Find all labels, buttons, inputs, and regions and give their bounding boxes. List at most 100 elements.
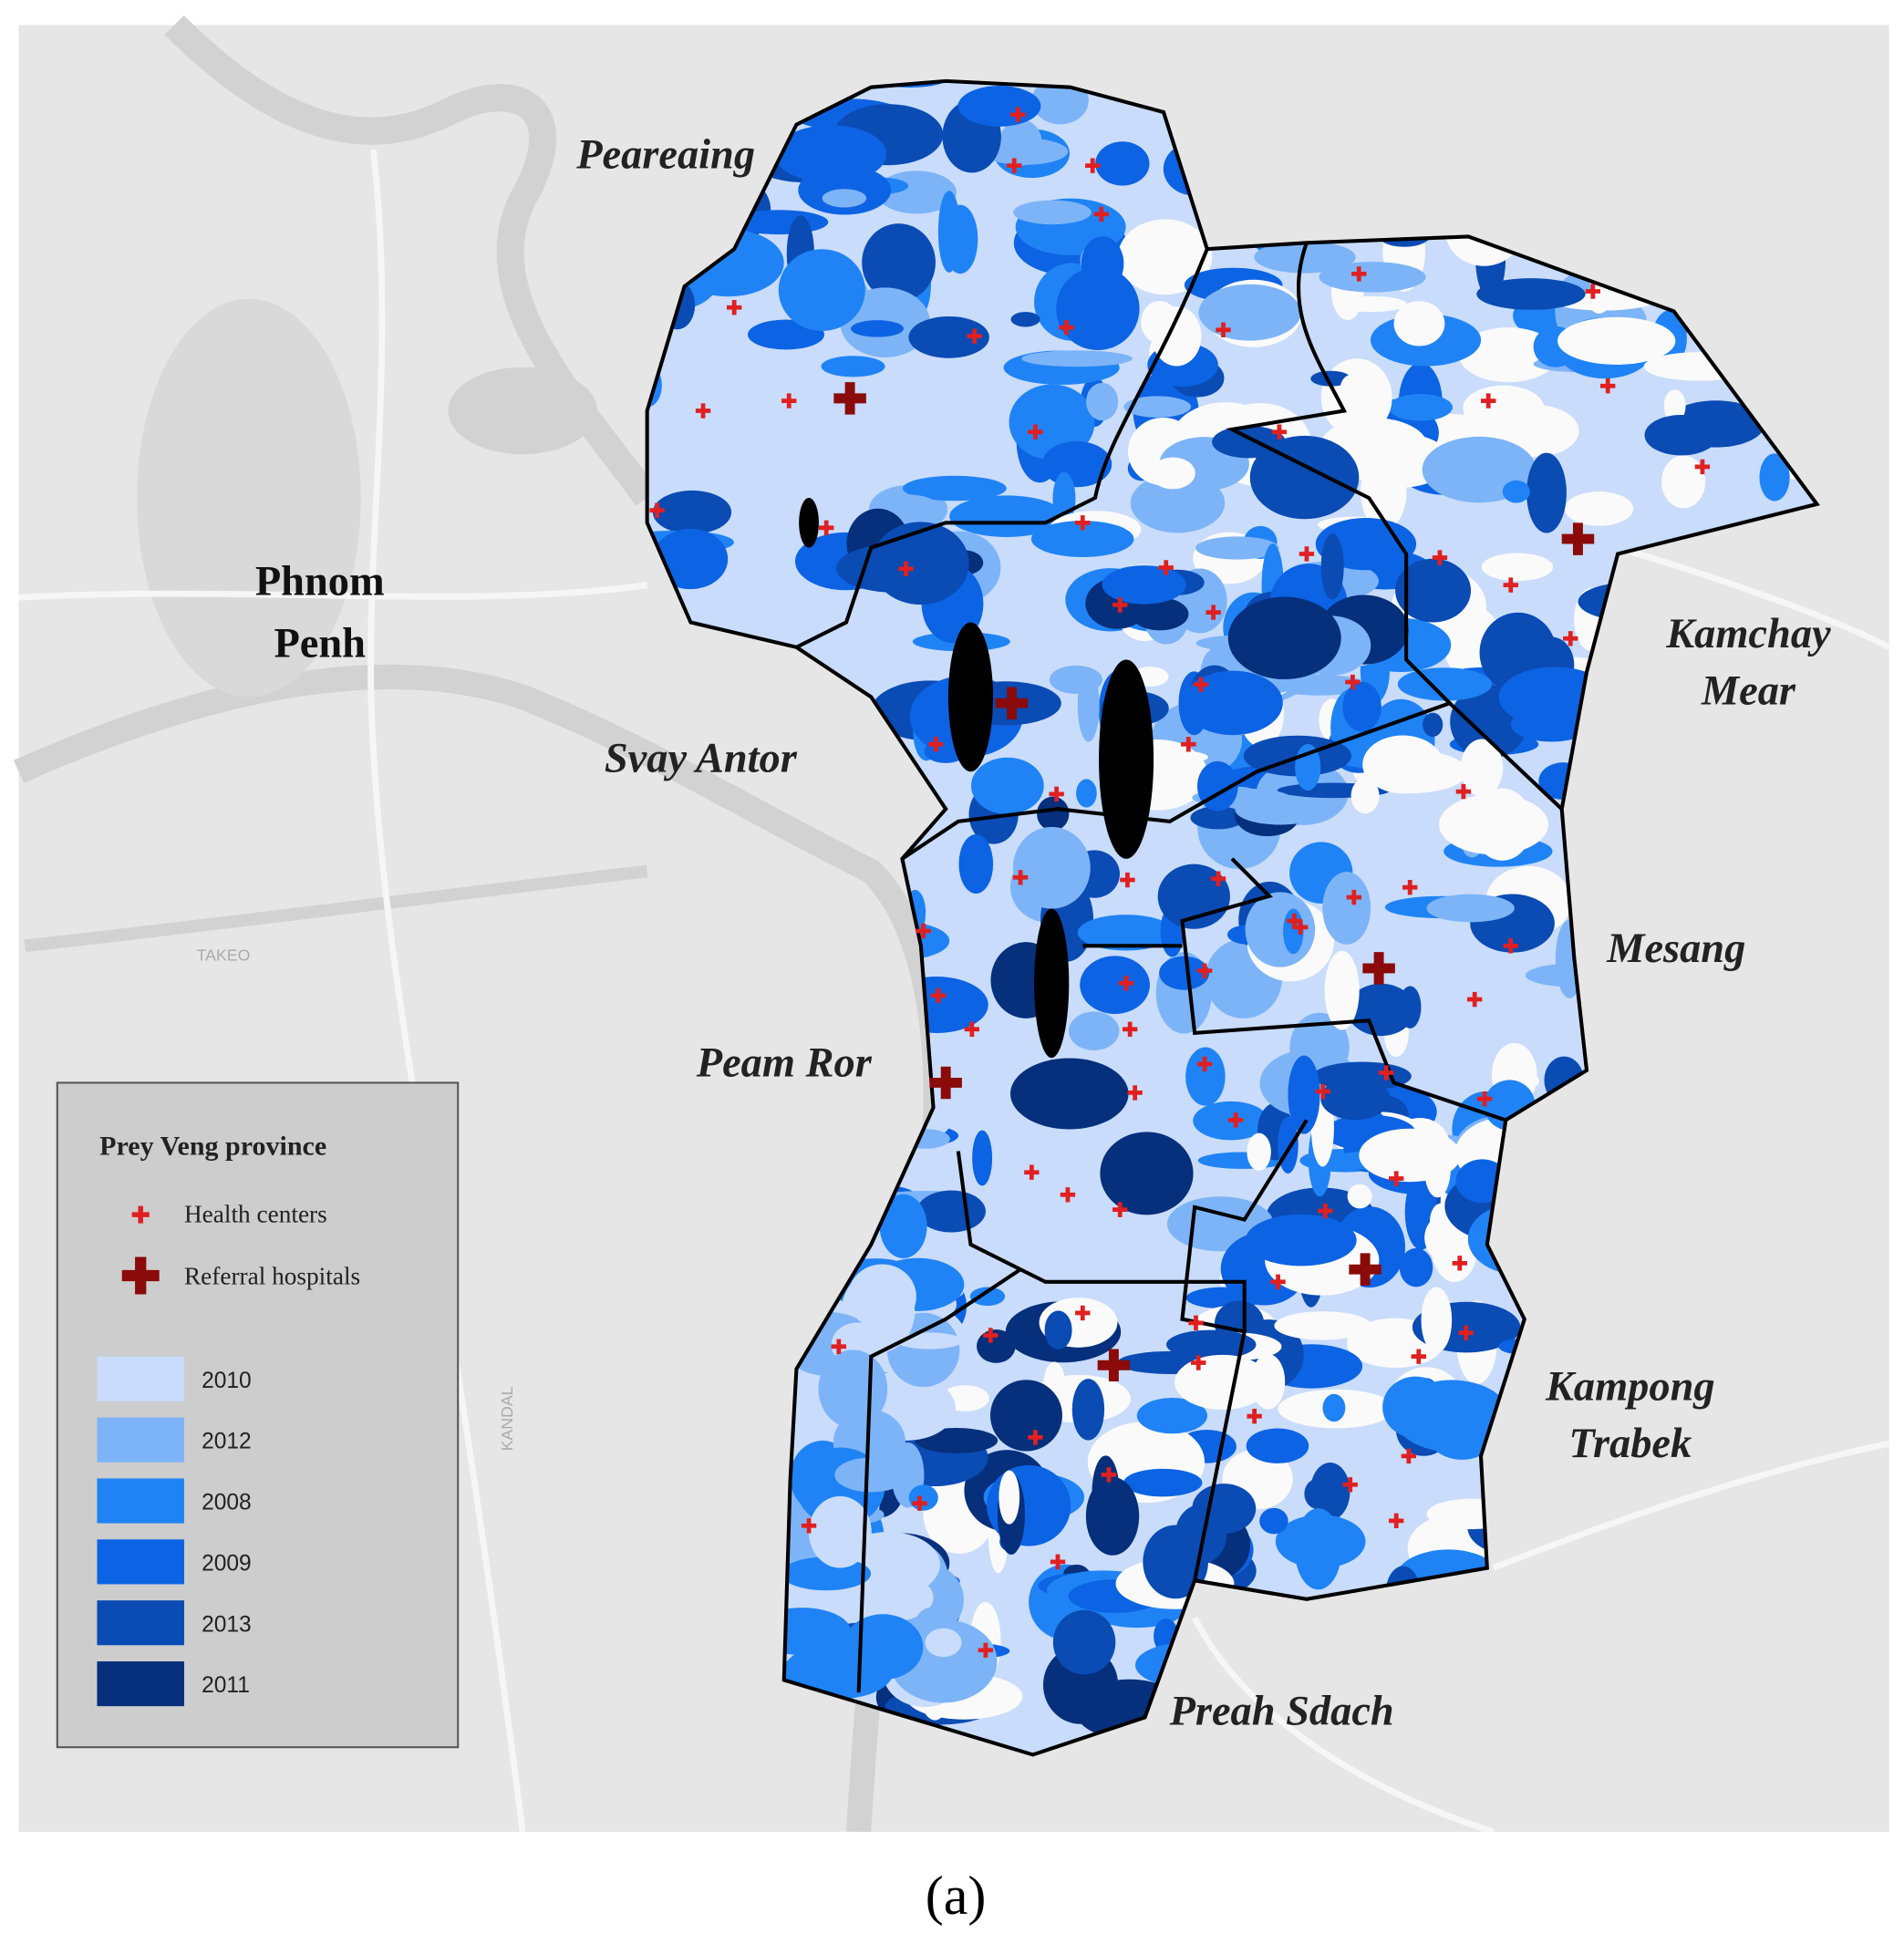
raster-patch (1117, 219, 1213, 295)
health-center (1112, 597, 1128, 613)
health-center (1351, 266, 1367, 282)
road-label: KANDAL (498, 1386, 516, 1451)
legend-year: 2011 (202, 1673, 250, 1698)
health-center (1401, 1448, 1417, 1464)
health-center (1010, 107, 1026, 122)
legend-swatch (97, 1478, 184, 1524)
health-center (1503, 577, 1518, 593)
raster-patch (1246, 1428, 1309, 1463)
raster-patch (808, 1495, 872, 1568)
raster-patch (1382, 1376, 1449, 1439)
raster-patch (1663, 389, 1686, 423)
district-label: Mear (1701, 668, 1796, 715)
raster-patch (1510, 707, 1593, 742)
raster-patch (1481, 553, 1554, 582)
raster-patch (977, 1329, 1016, 1363)
raster-patch (1480, 403, 1558, 432)
raster-patch (1361, 453, 1407, 531)
referral-hospital (1362, 952, 1395, 985)
health-center (1112, 1202, 1128, 1217)
place-labels: Phnom Penh Peareaing Svay Antor Peam Ror Kamc… (197, 131, 1831, 1734)
raster-patch (1030, 521, 1134, 558)
health-center (1024, 1164, 1040, 1180)
raster-patch (1319, 262, 1426, 293)
raster-patch (1049, 665, 1102, 694)
raster-patch (1423, 712, 1444, 737)
raster-patch (1288, 1055, 1320, 1134)
health-center (930, 988, 947, 1004)
raster-patch (1557, 316, 1676, 365)
health-center (1059, 319, 1074, 336)
health-center (1315, 1083, 1330, 1100)
raster-patch (1421, 1287, 1453, 1353)
raster-patch (915, 1428, 999, 1453)
raster-patch (1227, 596, 1341, 680)
district-label: Mesang (1606, 925, 1745, 972)
health-center (1247, 1409, 1262, 1424)
caption-area (18, 1832, 1904, 1944)
health-center (1118, 976, 1134, 991)
raster-patch (1056, 266, 1140, 351)
health-center (898, 561, 914, 577)
health-center (1600, 378, 1616, 394)
raster-patch (970, 757, 1044, 814)
health-center (1093, 206, 1109, 222)
raster-patch (916, 1190, 986, 1233)
raster-patch (652, 490, 732, 534)
raster-patch (1322, 872, 1371, 945)
health-center (1379, 1065, 1394, 1081)
raster-patch (843, 1614, 924, 1680)
health-center (1455, 783, 1472, 800)
health-center (1411, 1349, 1426, 1364)
health-center (1342, 1477, 1358, 1493)
district-label: Preah Sdach (1169, 1689, 1394, 1735)
referral-hospital (833, 382, 866, 415)
raster-patch (862, 223, 936, 302)
health-center (1075, 1305, 1091, 1321)
raster-patch (1458, 327, 1558, 383)
city-label: Penh (274, 621, 366, 667)
raster-patch (1071, 1379, 1105, 1441)
referral-hospital (1561, 522, 1595, 555)
health-center (1345, 674, 1361, 690)
legend-swatch (97, 1417, 184, 1463)
health-center (967, 328, 982, 344)
raster-patch (851, 1573, 934, 1622)
raster-patch (1086, 382, 1119, 421)
health-center (831, 1339, 846, 1354)
raster-patch (1123, 396, 1192, 418)
raster-patch (1077, 915, 1174, 951)
health-center (928, 737, 944, 752)
raster-patch (1395, 558, 1472, 623)
raster-patch (1347, 983, 1415, 1037)
health-center (1503, 938, 1518, 954)
raster-patch (1336, 295, 1407, 313)
health-center (1206, 605, 1221, 620)
raster-patch (1159, 956, 1210, 990)
raster-patch (1010, 312, 1040, 327)
raster-patch (957, 86, 1041, 127)
raster-patch (1150, 457, 1195, 490)
legend-box (56, 1081, 460, 1749)
raster-patch (1009, 384, 1095, 460)
health-center (1012, 870, 1029, 885)
water-body (1034, 908, 1070, 1059)
legend-item: Referral hospitals (184, 1263, 360, 1290)
raster-patch (902, 475, 1007, 502)
raster-patch (949, 495, 1064, 537)
health-center (1120, 872, 1135, 888)
health-center (1318, 1203, 1333, 1219)
health-center (801, 1518, 817, 1534)
health-center (1060, 1187, 1076, 1203)
health-center (916, 923, 931, 939)
water-body (799, 498, 819, 548)
raster-patch (822, 189, 867, 208)
health-center (726, 300, 742, 315)
raster-patch (1359, 1128, 1461, 1183)
hospital-symbol (121, 1256, 160, 1295)
health-center (1085, 158, 1101, 173)
raster-patch (1310, 370, 1351, 387)
health-center (1299, 546, 1315, 562)
district-label: Kamchay (1665, 611, 1831, 657)
